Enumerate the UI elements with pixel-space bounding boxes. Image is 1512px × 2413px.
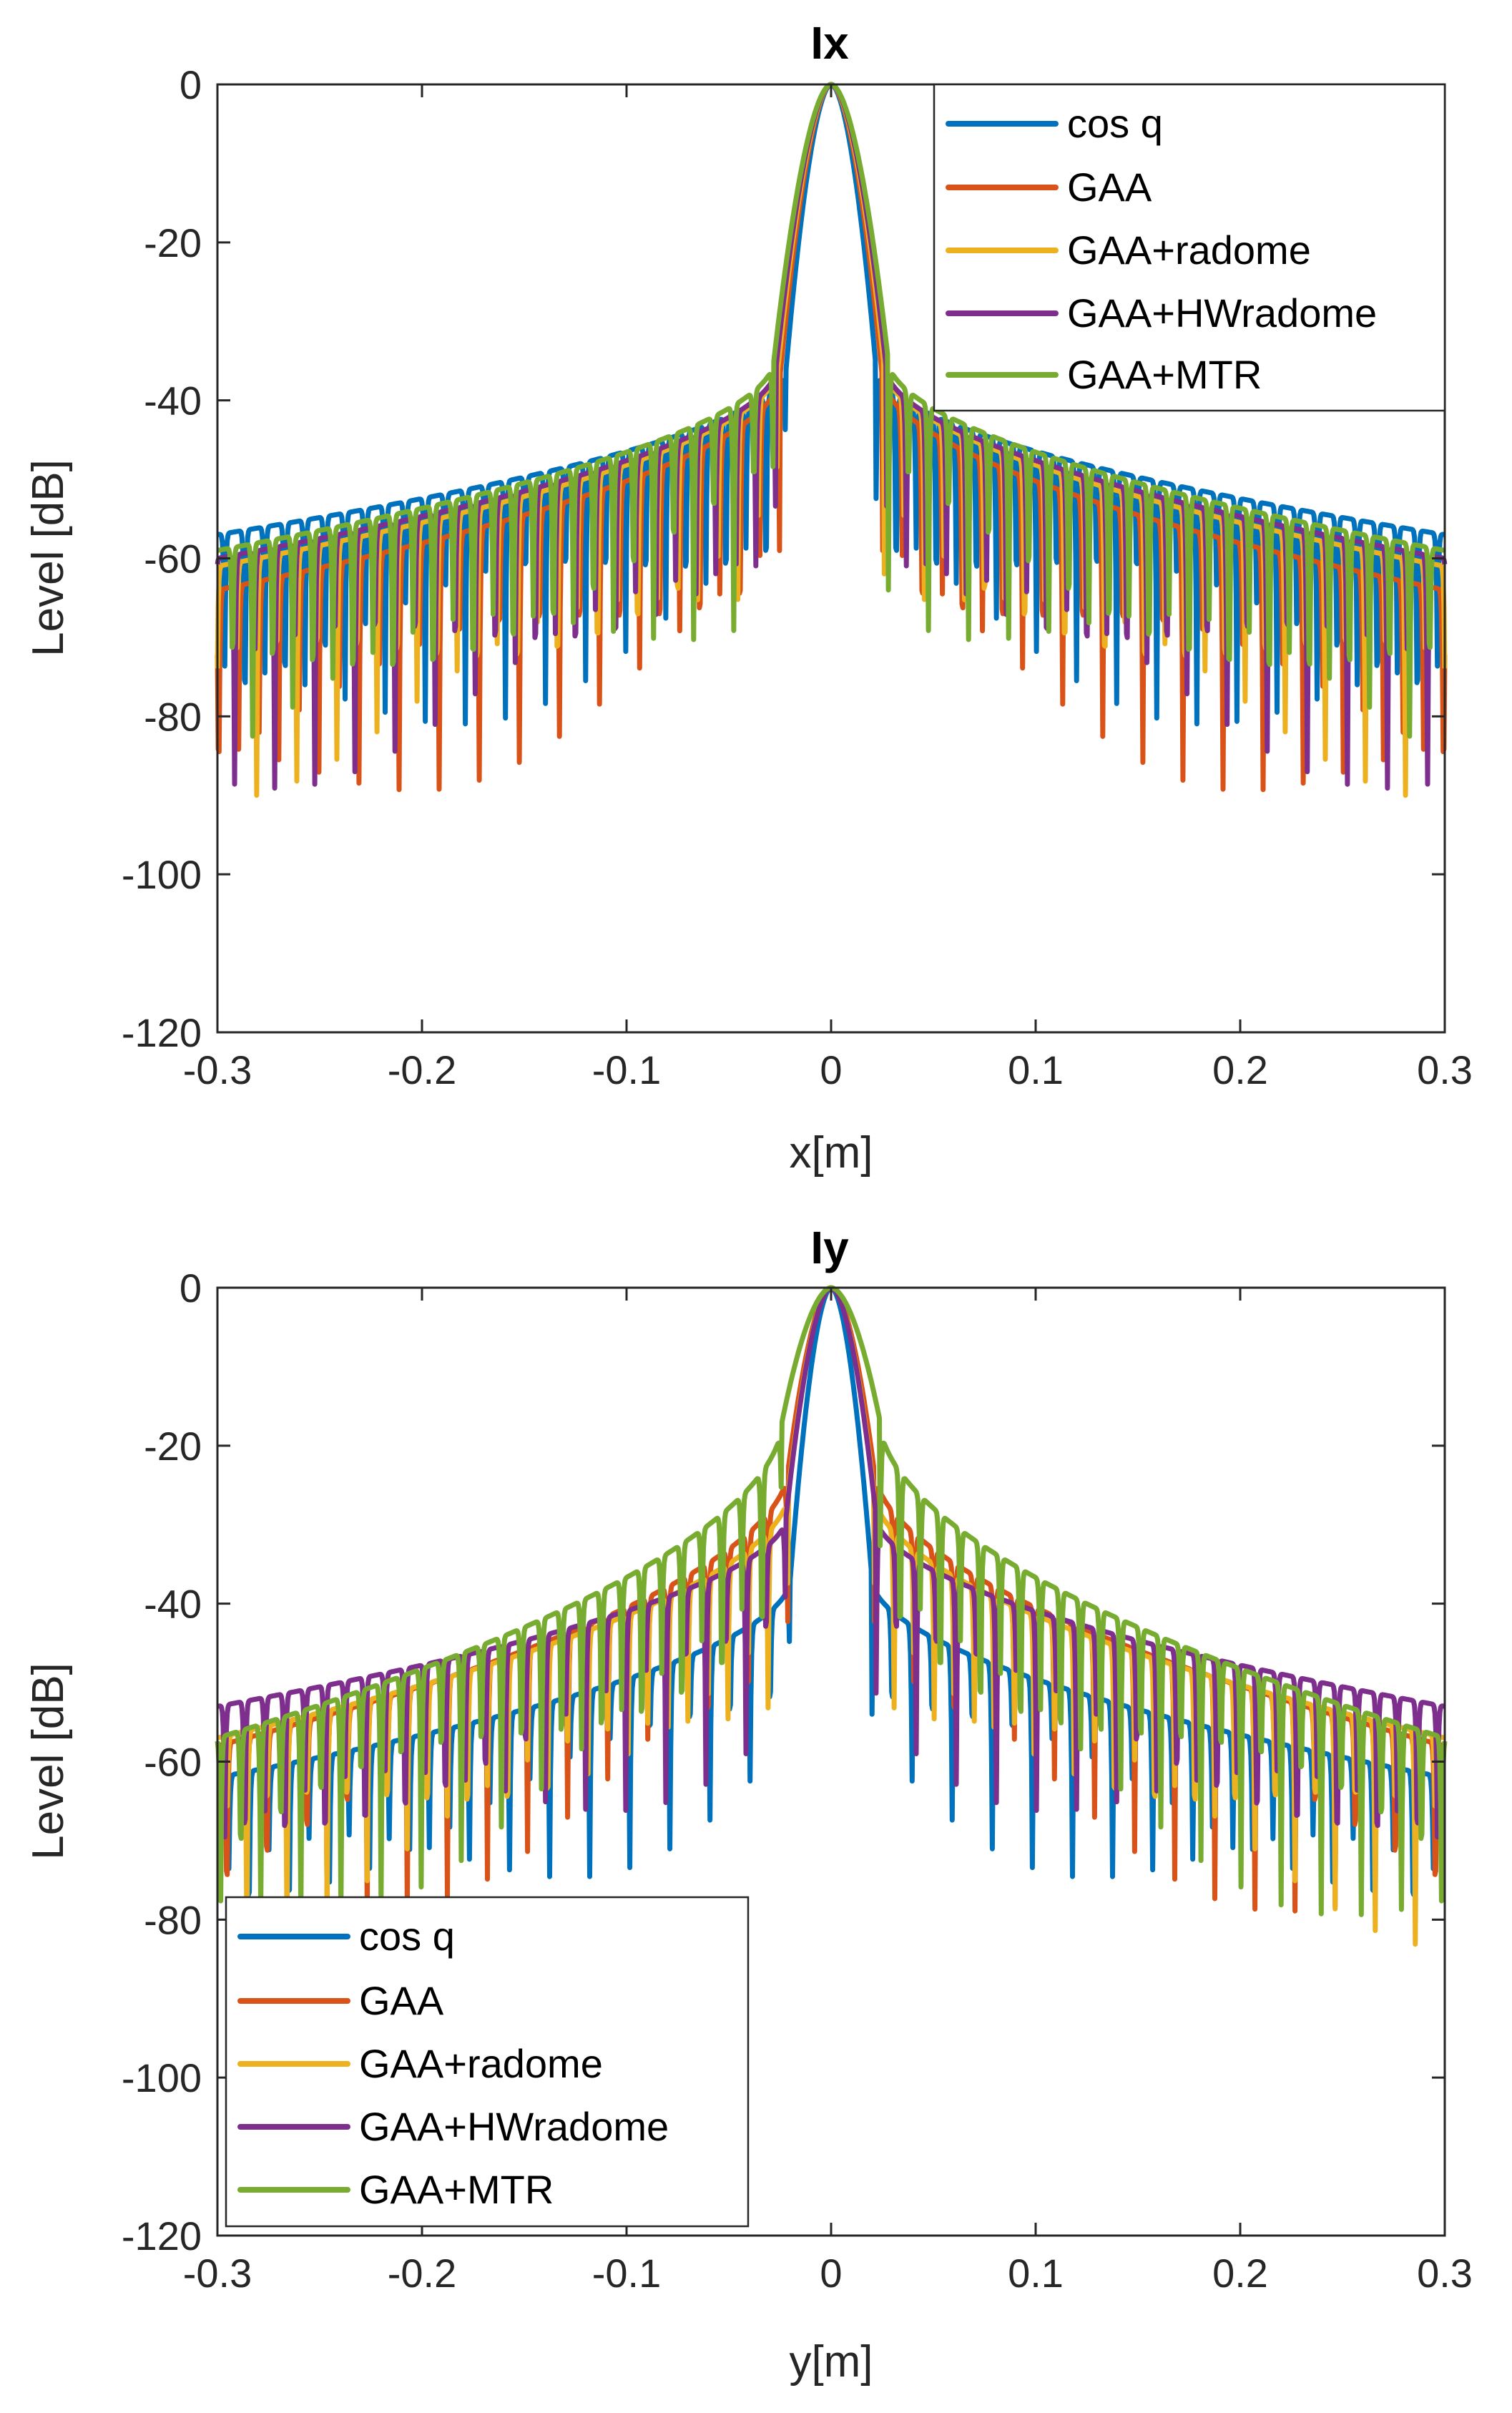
chart-ix-legend-label-gaa-radome: GAA+radome bbox=[1067, 227, 1311, 273]
y-tick-label: -100 bbox=[122, 2055, 202, 2100]
x-tick-label: -0.2 bbox=[388, 2251, 457, 2296]
chart-ix-legend-label-cos-q: cos q bbox=[1067, 101, 1163, 146]
y-tick-label: -40 bbox=[144, 378, 202, 424]
x-tick-label: 0 bbox=[820, 2251, 842, 2296]
chart-iy-title: Iy bbox=[810, 1222, 849, 1273]
chart-ix-legend-label-gaa: GAA bbox=[1067, 165, 1152, 210]
x-tick-label: -0.3 bbox=[183, 1047, 252, 1092]
chart-ix-legend-label-gaa-hwradome: GAA+HWradome bbox=[1067, 290, 1377, 336]
x-tick-label: -0.1 bbox=[592, 1047, 662, 1092]
x-tick-label: 0.2 bbox=[1212, 2251, 1268, 2296]
y-tick-label: -100 bbox=[122, 852, 202, 897]
chart-ix: Ix -0.3 -0.2 -0.1 0 0.1 0.2 0.3 0-20-40-60-80-… bbox=[24, 17, 1473, 1178]
y-tick-label: -20 bbox=[144, 1424, 202, 1469]
chart-iy-legend-label-gaa-hwradome: GAA+HWradome bbox=[359, 2104, 669, 2149]
x-tick-label: -0.1 bbox=[592, 2251, 662, 2296]
x-tick-label: 0.3 bbox=[1417, 2251, 1473, 2296]
chart-iy: Iy -0.3 -0.2 -0.1 0 0.1 0.2 0.3 0-20-40-60-80-… bbox=[24, 1222, 1473, 2387]
x-tick-label: 0.1 bbox=[1008, 2251, 1064, 2296]
x-tick-label: 0.3 bbox=[1417, 1047, 1473, 1092]
chart-iy-legend-label-gaa-radome: GAA+radome bbox=[359, 2041, 603, 2086]
chart-iy-legend-label-gaa: GAA bbox=[359, 1978, 444, 2023]
chart-iy-ylabel: Level [dB] bbox=[24, 1663, 73, 1860]
y-tick-label: -60 bbox=[144, 1740, 202, 1785]
chart-iy-legend: cos q GAA GAA+radome GAA+HWradome GAA+MT… bbox=[225, 1896, 750, 2228]
chart-ix-legend: cos q GAA GAA+radome GAA+HWradome GAA+MT… bbox=[933, 83, 1446, 412]
y-tick-label: -120 bbox=[122, 2213, 202, 2258]
x-tick-label: -0.3 bbox=[183, 2251, 252, 2296]
y-tick-label: -20 bbox=[144, 220, 202, 265]
y-tick-label: -40 bbox=[144, 1582, 202, 1627]
chart-ix-legend-label-gaa-mtr: GAA+MTR bbox=[1067, 352, 1262, 397]
y-tick-label: -60 bbox=[144, 537, 202, 582]
x-tick-label: 0.1 bbox=[1008, 1047, 1064, 1092]
x-tick-label: 0.2 bbox=[1212, 1047, 1268, 1092]
chart-iy-xticks: -0.3 -0.2 -0.1 0 0.1 0.2 0.3 bbox=[183, 1288, 1473, 2296]
x-tick-label: 0 bbox=[820, 1047, 842, 1092]
y-tick-label: 0 bbox=[180, 1266, 202, 1311]
y-tick-label: -80 bbox=[144, 694, 202, 739]
y-tick-label: 0 bbox=[180, 62, 202, 107]
chart-iy-legend-label-gaa-mtr: GAA+MTR bbox=[359, 2167, 554, 2212]
chart-ix-xticks: -0.3 -0.2 -0.1 0 0.1 0.2 0.3 bbox=[183, 84, 1473, 1092]
chart-ix-xlabel: x[m] bbox=[789, 1128, 873, 1178]
chart-iy-xlabel: y[m] bbox=[789, 2337, 873, 2387]
y-tick-label: -80 bbox=[144, 1897, 202, 1942]
chart-iy-legend-label-cos-q: cos q bbox=[359, 1914, 455, 1959]
chart-iy-yticks: 0 -20 -40 -60 -80 -100 -120 bbox=[122, 1266, 1445, 2258]
x-tick-label: -0.2 bbox=[388, 1047, 457, 1092]
chart-ix-title: Ix bbox=[810, 17, 849, 69]
chart-ix-yticks: 0 -20 -40 -60 -80 -100 -120 bbox=[122, 62, 1445, 1055]
chart-ix-ylabel: Level [dB] bbox=[24, 459, 73, 657]
y-tick-label: -120 bbox=[122, 1010, 202, 1055]
